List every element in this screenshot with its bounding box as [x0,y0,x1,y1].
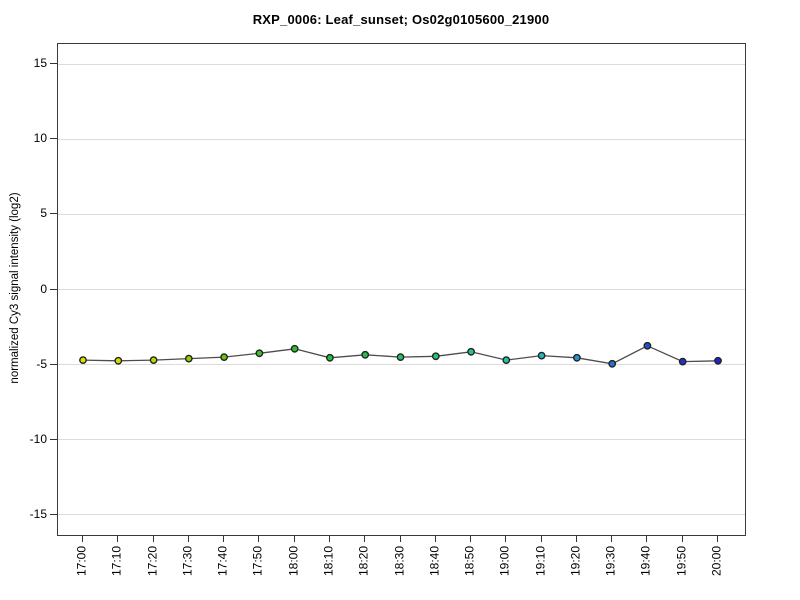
y-axis-tick-label: 10 [33,131,47,146]
x-axis-tick-label: 20:00 [709,545,724,577]
y-axis-tick-label: -10 [29,431,47,446]
x-axis-tick-label: 17:40 [215,545,230,577]
gridline [58,439,745,441]
data-point [325,353,334,362]
data-point [149,356,158,364]
data-point [79,356,87,364]
gridline [58,364,745,366]
x-axis-tick [117,535,119,542]
data-point [608,359,617,368]
chart-title: RXP_0006: Leaf_sunset; Os02g0105600_2190… [252,12,550,27]
x-axis-tick [399,535,401,542]
y-axis-tick-label: 0 [40,281,47,296]
x-axis-tick [470,535,472,542]
x-axis-tick [646,535,648,542]
y-axis-label: normalized Cy3 signal intensity (log2) [9,192,21,384]
gridline [58,289,745,290]
y-axis-tick [50,288,57,290]
gridline [58,213,745,215]
x-axis-tick-label: 19:10 [533,545,548,577]
x-axis-tick-label: 18:40 [427,545,442,577]
x-axis-tick-label: 18:20 [356,545,371,577]
data-point [220,353,229,361]
data-point [714,356,722,365]
x-axis-tick [258,535,260,542]
y-axis-tick-label: 15 [33,56,47,71]
x-axis-tick-label: 17:20 [145,545,160,577]
x-axis-tick-label: 17:10 [109,545,124,577]
data-point [396,353,405,361]
x-axis-tick [187,535,189,542]
data-point [361,350,370,359]
x-axis-tick-label: 18:50 [462,545,477,577]
y-axis-tick-label: -5 [36,356,47,371]
data-point [537,351,546,360]
data-point [467,347,475,356]
data-point [114,356,123,365]
data-point [255,349,264,358]
x-axis-tick [434,535,436,542]
y-axis-tick [50,213,57,215]
data-point [290,344,299,353]
x-axis-tick [293,535,295,542]
plot-area [57,43,746,536]
x-axis-tick [681,535,683,542]
y-axis-tick-label: 5 [40,206,47,221]
y-axis-tick [50,438,57,440]
x-axis-tick [364,535,366,542]
data-point [184,354,193,363]
x-axis-tick [717,535,718,542]
x-axis-tick-label: 17:50 [250,545,265,577]
data-point [431,352,440,361]
x-axis-tick-label: 17:30 [180,545,195,577]
x-axis-tick [540,535,542,542]
y-axis-tick [50,138,57,140]
x-axis-tick [328,535,330,542]
x-axis-tick-label: 18:00 [286,545,301,577]
x-axis-tick [575,535,577,542]
gridline [58,514,745,516]
line-series-svg [79,341,722,368]
data-point [678,357,687,366]
x-axis-tick-label: 18:30 [392,545,406,577]
y-axis-tick [50,63,57,65]
x-axis-tick [152,535,154,542]
gridline [58,63,745,65]
x-axis-tick-label: 19:30 [603,545,618,577]
y-axis-tick-label: -15 [29,506,47,521]
x-axis-tick-label: 18:10 [321,545,336,577]
data-point [502,356,511,364]
y-axis-tick [50,513,57,515]
x-axis-tick [82,535,83,542]
data-point [573,353,581,362]
x-axis-tick [611,535,613,542]
x-axis-tick-label: 19:50 [674,545,689,577]
x-axis-tick-label: 17:00 [74,545,89,577]
y-axis-tick [50,363,57,365]
gridline [58,138,745,140]
data-point [643,341,652,350]
x-axis-tick-label: 19:00 [497,545,512,577]
x-axis-tick [223,535,225,542]
x-axis-tick [505,535,507,542]
x-axis-tick-label: 19:20 [568,545,583,577]
x-axis-tick-label: 19:40 [638,545,653,577]
